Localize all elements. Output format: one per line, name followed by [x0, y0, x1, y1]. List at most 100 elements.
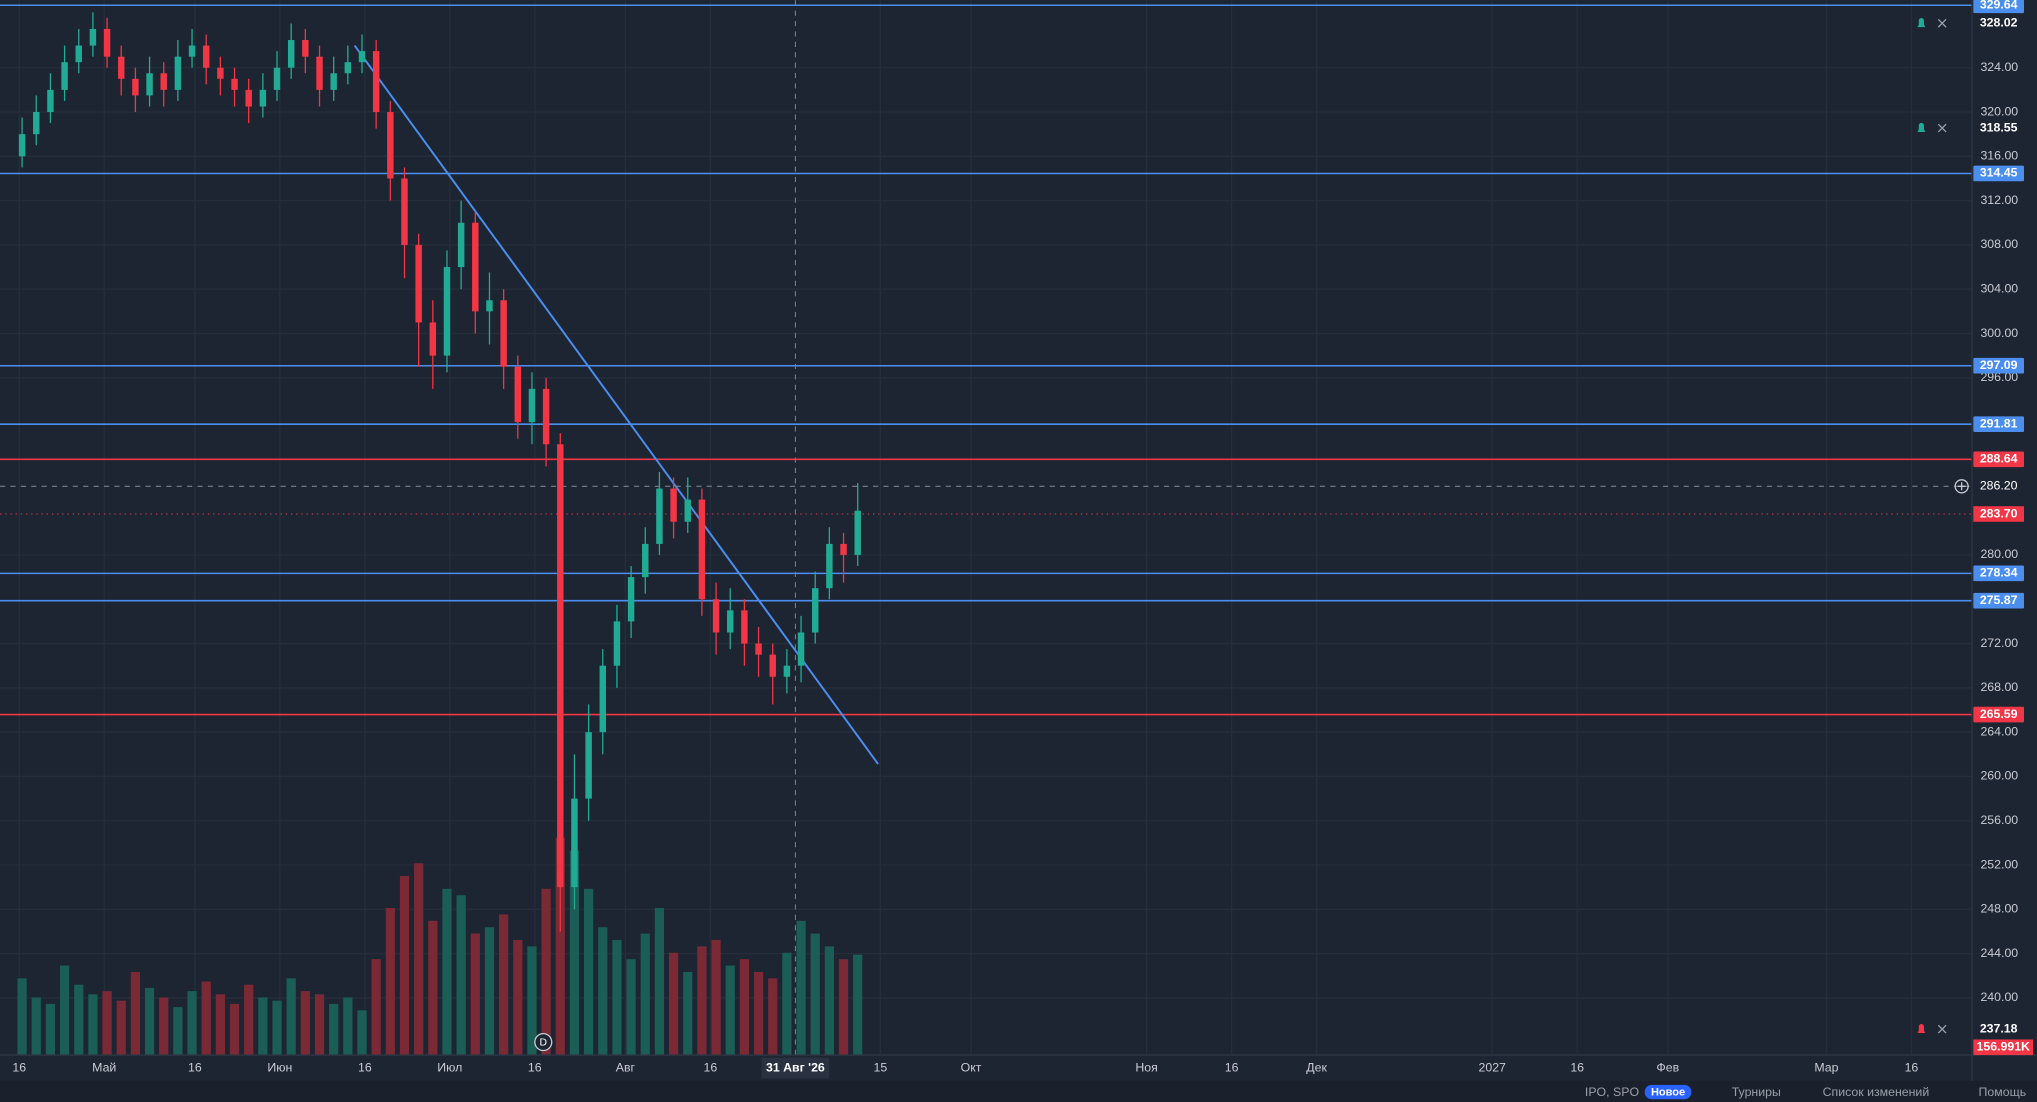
volume-bar — [159, 997, 169, 1056]
candle-body — [443, 267, 451, 356]
candle-body — [599, 665, 606, 733]
alert-label-box — [1973, 15, 2025, 32]
add-button[interactable] — [1954, 479, 1969, 494]
y-tick-label: 300.00 — [1980, 326, 2018, 340]
volume-bar — [144, 987, 155, 1056]
footer-link[interactable]: Список изменений — [1823, 1085, 1930, 1099]
volume-bar — [541, 888, 551, 1056]
volume-bar — [286, 978, 296, 1056]
price-labels: 329.64 314.45 297.09 291.81 288.64 278.34 275.… — [534, 0, 2034, 1056]
candle-body — [486, 300, 493, 312]
y-tick-label: 272.00 — [1980, 636, 2018, 650]
price-label: 297.09 — [1980, 358, 2018, 372]
candle-body — [358, 51, 366, 63]
candle-body — [457, 222, 465, 268]
alert-bell[interactable] — [1917, 1023, 1926, 1034]
volume-bar — [654, 908, 665, 1056]
volume-bar — [470, 933, 480, 1056]
volume-bar — [739, 959, 750, 1056]
candle-body — [372, 51, 380, 113]
price-label: 278.34 — [1980, 566, 2018, 580]
price-label-box — [1973, 0, 2025, 14]
last-price-box — [1973, 506, 2025, 522]
price-label-box — [1973, 416, 2025, 432]
candle-body — [627, 577, 635, 622]
candle-body — [61, 62, 68, 90]
y-tick-label: 316.00 — [1980, 149, 2018, 163]
alert-bell[interactable] — [1917, 18, 1926, 28]
volume-bar — [753, 971, 764, 1056]
event-marker[interactable] — [534, 1032, 553, 1052]
candle-body — [656, 488, 663, 544]
candle-body — [217, 67, 224, 79]
volume-bar — [399, 876, 410, 1056]
volume-bar — [782, 952, 792, 1056]
alert-close[interactable] — [1937, 1024, 1947, 1034]
alert-close[interactable] — [1937, 18, 1947, 28]
alert-label: 237.18 — [1980, 1021, 2018, 1035]
candle-body — [344, 62, 352, 74]
footer-link[interactable]: IPO, SPO — [1585, 1085, 1639, 1099]
volume-bar — [329, 1003, 339, 1056]
x-tick-label: 16 — [704, 1060, 718, 1074]
volume-bar — [484, 927, 495, 1056]
volume-bar — [173, 1007, 183, 1056]
volume-bar — [130, 971, 141, 1056]
price-label: 265.59 — [1980, 707, 2018, 721]
volume-bar — [59, 965, 70, 1056]
footer-link[interactable]: Турниры — [1732, 1085, 1781, 1099]
y-tick-label: 264.00 — [1980, 724, 2018, 738]
candle-body — [245, 89, 252, 107]
volume-bar — [244, 984, 254, 1056]
volume-label-box — [1973, 1039, 2034, 1056]
volume-bar — [187, 991, 197, 1056]
candle-body — [231, 78, 238, 90]
volume-bar — [258, 997, 268, 1056]
candle-body — [330, 73, 337, 90]
y-tick-label: 320.00 — [1980, 104, 2018, 118]
volume-bar — [513, 939, 523, 1056]
x-tick-label: Мар — [1814, 1060, 1838, 1074]
candle-body — [103, 28, 111, 57]
volume-bar — [428, 920, 438, 1056]
x-tick-label: 16 — [358, 1060, 372, 1074]
x-tick-label: 16 — [188, 1060, 202, 1074]
candle-body — [273, 67, 281, 90]
price-label-box — [1973, 357, 2025, 374]
footer-bar — [0, 1081, 2037, 1102]
volume-bar — [116, 1000, 126, 1056]
volume-bar — [527, 946, 537, 1056]
footer: IPO, SPO Новое Турниры Список изменений Помо… — [1585, 1084, 2027, 1100]
alert-label: 328.02 — [1980, 15, 2018, 29]
candle-body — [769, 654, 776, 677]
x-tick-label: Июл — [437, 1060, 462, 1074]
alert-bell[interactable] — [1917, 122, 1926, 132]
x-tick-label: Окт — [961, 1060, 982, 1074]
x-tick-label: 2027 — [1478, 1060, 1506, 1074]
volume-bar — [201, 981, 211, 1056]
y-tick-label: 304.00 — [1980, 281, 2018, 295]
alert-label-box — [1973, 1021, 2025, 1037]
volume-bar — [569, 850, 580, 1056]
volume-bar — [357, 1010, 367, 1056]
volume-bar — [456, 895, 466, 1056]
alert-close[interactable] — [1937, 123, 1947, 133]
candle-body — [259, 89, 267, 107]
price-label: 329.64 — [1980, 0, 2018, 12]
volume-bar — [640, 933, 650, 1056]
y-tick-label: 308.00 — [1980, 237, 2018, 251]
footer-link[interactable]: Помощь — [1979, 1085, 2027, 1099]
volume-bar — [343, 997, 353, 1056]
x-tick-label: 15 — [874, 1060, 888, 1074]
volume-bar — [810, 933, 820, 1056]
candle-body — [118, 56, 125, 79]
volume-bar — [838, 959, 849, 1056]
price-label: 291.81 — [1980, 416, 2018, 430]
crosshair-y-label-box — [1973, 478, 2025, 495]
candle-body — [47, 89, 54, 113]
candle-body — [585, 732, 592, 799]
candle-body — [174, 56, 182, 90]
candle-body — [741, 610, 748, 644]
event-label: D — [540, 1037, 548, 1048]
